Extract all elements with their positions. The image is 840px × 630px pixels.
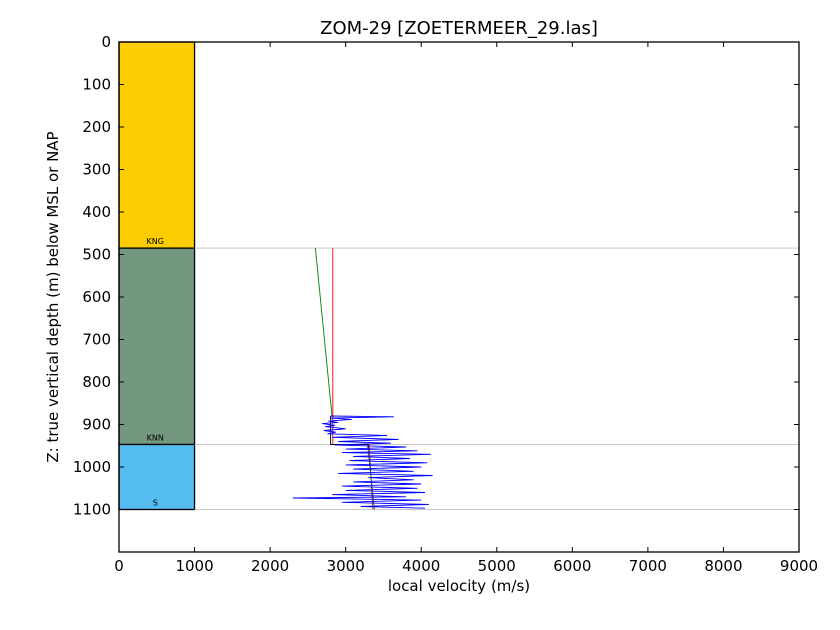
formation-s [118, 443, 196, 511]
chart-title: ZOM-29 [ZOETERMEER_29.las] [320, 18, 598, 39]
y-tick-label: 400 [82, 203, 111, 221]
y-tick-label: 700 [82, 331, 111, 349]
y-tick-label: 0 [101, 33, 111, 51]
y-tick-label: 800 [82, 373, 111, 391]
y-axis: 0 100 200 300 400 500 600 700 800 900 1000 1100 [73, 33, 799, 519]
formation-kn [118, 247, 196, 446]
formation-boundaries [194, 247, 799, 510]
series-line-0 [314, 248, 333, 417]
formation-label-ng: KNG [147, 237, 164, 246]
x-tick-label: 4000 [402, 557, 440, 575]
y-tick-label: 300 [82, 161, 111, 179]
x-tick-label: 2000 [251, 557, 289, 575]
y-tick-label: 200 [82, 118, 111, 136]
formation-ng [118, 41, 196, 249]
y-tick-label: 900 [82, 416, 111, 434]
x-tick-label: 1000 [175, 557, 213, 575]
y-tick-label: 500 [82, 246, 111, 264]
x-axis-label: local velocity (m/s) [388, 577, 530, 595]
formation-column: KNG KNN S [118, 41, 196, 511]
y-tick-label: 1000 [73, 458, 111, 476]
x-tick-label: 6000 [553, 557, 591, 575]
velocity-series [292, 248, 433, 510]
x-axis: 0 1000 2000 3000 4000 5000 6000 7000 8000 9000 [114, 42, 818, 575]
series-line-5 [292, 415, 433, 509]
x-tick-label: 3000 [327, 557, 365, 575]
formation-label-s: S [153, 499, 158, 508]
y-tick-label: 100 [82, 76, 111, 94]
x-tick-label: 5000 [478, 557, 516, 575]
x-tick-label: 7000 [629, 557, 667, 575]
x-tick-label: 0 [114, 557, 124, 575]
x-tick-label: 9000 [780, 557, 818, 575]
y-axis-label: Z: true vertical depth (m) below MSL or … [44, 131, 62, 462]
series-line-3 [367, 444, 375, 510]
formation-label-kn: KNN [147, 433, 164, 442]
y-tick-label: 600 [82, 288, 111, 306]
plot-frame [118, 41, 800, 553]
y-tick-label: 1100 [73, 501, 111, 519]
x-tick-label: 8000 [704, 557, 742, 575]
